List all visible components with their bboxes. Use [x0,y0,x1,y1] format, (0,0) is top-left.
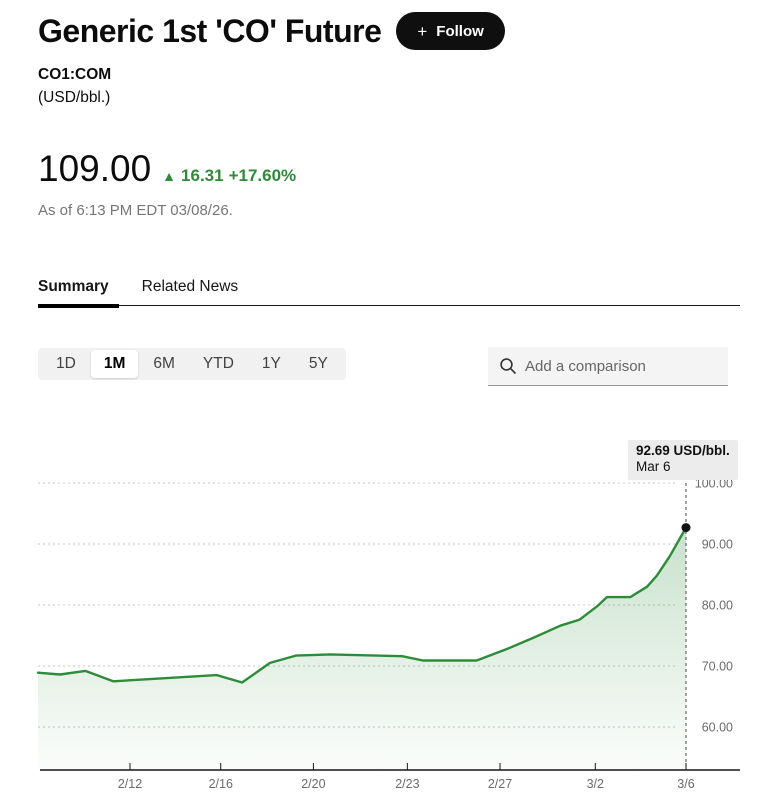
change-value: 16.31 [181,166,224,185]
price-row: 109.00 ▲ 16.31 +17.60% [38,148,296,190]
tab-related-news[interactable]: Related News [141,278,239,295]
price-value: 109.00 [38,148,152,189]
range-button-1m[interactable]: 1M [90,349,139,379]
follow-label: Follow [436,22,484,40]
range-button-6m[interactable]: 6M [140,350,188,379]
x-axis-label: 2/12 [118,777,142,791]
as-of-timestamp: As of 6:13 PM EDT 03/08/26. [38,202,233,219]
tooltip-date: Mar 6 [636,459,671,475]
range-group: 1D 1M 6M YTD 1Y 5Y [38,348,346,380]
x-axis-label: 2/27 [488,777,512,791]
chart-tooltip: 92.69 USD/bbl. Mar 6 [628,440,738,480]
range-button-1d[interactable]: 1D [43,350,89,379]
x-axis-label: 2/16 [209,777,233,791]
y-axis-label: 90.00 [702,538,733,552]
x-axis-label: 3/2 [587,777,604,791]
price-line [36,526,688,684]
last-point-dot [681,523,691,533]
tab-bar: Summary Related News [38,276,740,308]
comparison-search-input[interactable] [517,357,732,375]
unit-label: (USD/bbl.) [38,89,111,106]
range-button-ytd[interactable]: YTD [190,350,247,379]
range-button-5y[interactable]: 5Y [296,350,341,379]
y-axis-label: 70.00 [702,660,733,674]
change-percent: +17.60% [228,166,297,185]
range-button-1y[interactable]: 1Y [249,350,294,379]
ticker-symbol: CO1:COM [38,66,112,83]
y-axis-label: 100.00 [695,477,733,491]
x-axis-label: 3/6 [677,777,694,791]
area-fill [38,527,686,770]
x-axis-label: 2/23 [395,777,419,791]
tab-summary[interactable]: Summary [38,276,119,308]
comparison-search-box[interactable] [488,347,732,386]
y-axis-label: 80.00 [702,599,733,613]
page-title: Generic 1st 'CO' Future [38,12,382,49]
chart-canvas[interactable]: 100.00 90.00 80.00 70.00 60.00 2/12 2/16 2/20 2/… [0,430,779,800]
price-change: ▲ 16.31 +17.60% [162,166,296,186]
up-triangle-icon: ▲ [162,168,177,184]
plus-icon: + [417,21,428,41]
follow-button[interactable]: + Follow [396,12,505,50]
header: Generic 1st 'CO' Future + Follow [38,12,505,50]
price-chart[interactable]: 100.00 90.00 80.00 70.00 60.00 2/12 2/16 2/20 2/… [0,430,779,800]
x-axis-label: 2/20 [301,777,325,791]
y-axis-label: 60.00 [702,721,733,735]
search-icon [499,357,517,375]
tooltip-price: 92.69 USD/bbl. [636,443,730,458]
